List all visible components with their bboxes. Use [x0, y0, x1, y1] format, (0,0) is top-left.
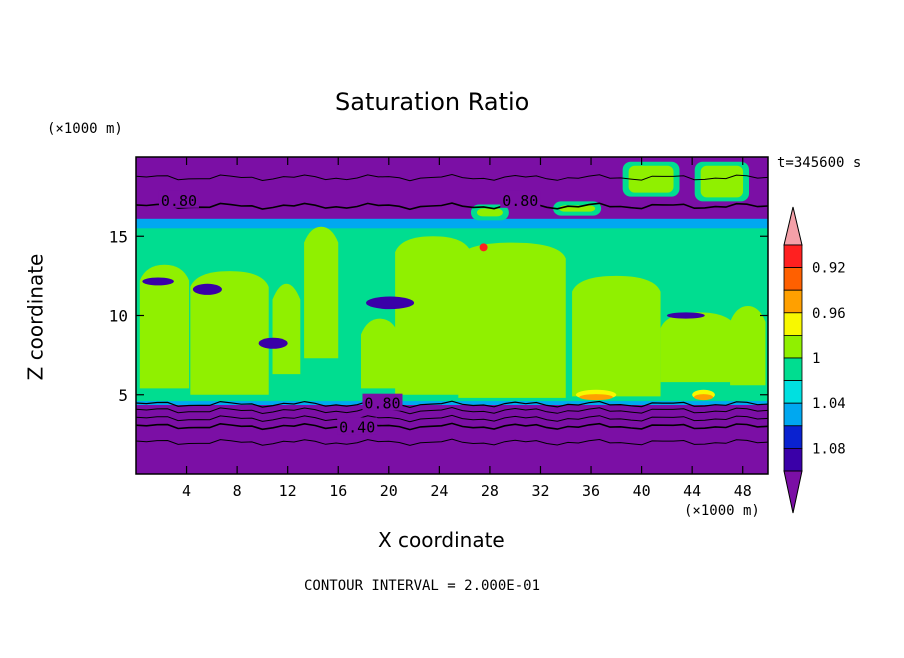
colorbar-swatch — [783, 312, 803, 336]
y-tick-label: 15 — [109, 227, 128, 246]
colorbar-swatch — [783, 447, 803, 472]
dry-pocket — [258, 337, 288, 349]
colorbar-label: 0.96 — [812, 306, 846, 322]
x-tick-label: 44 — [683, 482, 701, 500]
contour-line — [136, 173, 768, 182]
contour-label: 0.80 — [502, 192, 538, 210]
x-axis-label: X coordinate — [378, 528, 505, 552]
dry-pocket — [366, 296, 415, 310]
supersaturated-patch — [190, 271, 269, 395]
warm-spot-core — [579, 394, 613, 401]
colorbar-swatch — [783, 334, 803, 359]
x-unit-label: (×1000 m) — [684, 503, 760, 519]
contour-line — [136, 406, 768, 415]
supersaturated-patch — [360, 318, 399, 389]
colorbar-swatch — [783, 425, 803, 449]
colorbar-swatch — [783, 244, 803, 269]
contour-label: 0.40 — [339, 418, 375, 436]
contour-line — [136, 414, 768, 423]
contour-line — [136, 400, 768, 409]
colorbar-label: 1 — [812, 351, 820, 367]
supersaturated-patch — [660, 312, 737, 383]
contour-label: 0.80 — [364, 395, 400, 413]
x-tick-label: 20 — [380, 482, 398, 500]
x-tick-label: 4 — [182, 482, 191, 500]
x-tick-label: 32 — [531, 482, 549, 500]
contour-label-bg — [337, 417, 378, 435]
x-tick-label: 48 — [734, 482, 752, 500]
y-tick-label: 10 — [109, 307, 128, 326]
supersaturated-patch — [458, 242, 566, 398]
dry-pocket — [192, 283, 222, 295]
supersaturated-patch — [395, 236, 471, 395]
supersaturated-patch — [304, 226, 339, 359]
upper-cloud-core — [700, 165, 744, 198]
supersaturated-patch — [572, 275, 661, 397]
contour-label-bg — [500, 190, 541, 208]
contour-label: 0.80 — [161, 192, 197, 210]
colorbar-swatch — [783, 380, 803, 404]
x-tick-label: 24 — [430, 482, 448, 500]
contour-line — [136, 202, 768, 211]
upper-cloud-core — [476, 208, 503, 217]
warm-spot-core — [694, 394, 714, 401]
contour-interval-footer: CONTOUR INTERVAL = 2.000E-01 — [304, 578, 541, 594]
supersaturated-patch — [272, 283, 301, 375]
colorbar-label: 1.08 — [812, 441, 846, 457]
colorbar-swatch — [783, 357, 803, 382]
x-tick-label: 28 — [481, 482, 499, 500]
colorbar-top-arrow — [783, 206, 803, 246]
x-tick-label: 36 — [582, 482, 600, 500]
y-tick-label: 5 — [118, 386, 128, 405]
y-unit-label: (×1000 m) — [47, 121, 123, 137]
colorbar-label: 0.92 — [812, 261, 846, 277]
contour-line — [136, 438, 768, 446]
colorbar-swatch — [783, 402, 803, 427]
colorbar-label: 1.04 — [812, 396, 846, 412]
colorbar-swatch — [783, 267, 803, 291]
upper-cloud-core — [628, 165, 674, 193]
supersaturated-patch — [730, 305, 766, 386]
dry-pocket — [666, 312, 705, 319]
contour-label-bg — [158, 190, 199, 208]
dry-pocket — [142, 277, 174, 286]
x-tick-label: 8 — [233, 482, 242, 500]
hot-spot — [479, 243, 488, 252]
y-axis-label: Z coordinate — [23, 253, 48, 381]
time-label: t=345600 s — [777, 155, 862, 171]
x-tick-label: 16 — [329, 482, 347, 500]
colorbar-swatch — [783, 289, 803, 314]
contour-label-bg — [362, 393, 403, 411]
chart-title: Saturation Ratio — [335, 88, 530, 116]
colorbar-bottom-arrow — [783, 470, 803, 514]
contour-line — [136, 422, 768, 431]
supersaturated-patch — [139, 264, 190, 389]
field-layer: 0.80 0.80 0.80 0.40 — [136, 157, 768, 474]
x-tick-label: 12 — [279, 482, 297, 500]
x-tick-label: 40 — [633, 482, 651, 500]
